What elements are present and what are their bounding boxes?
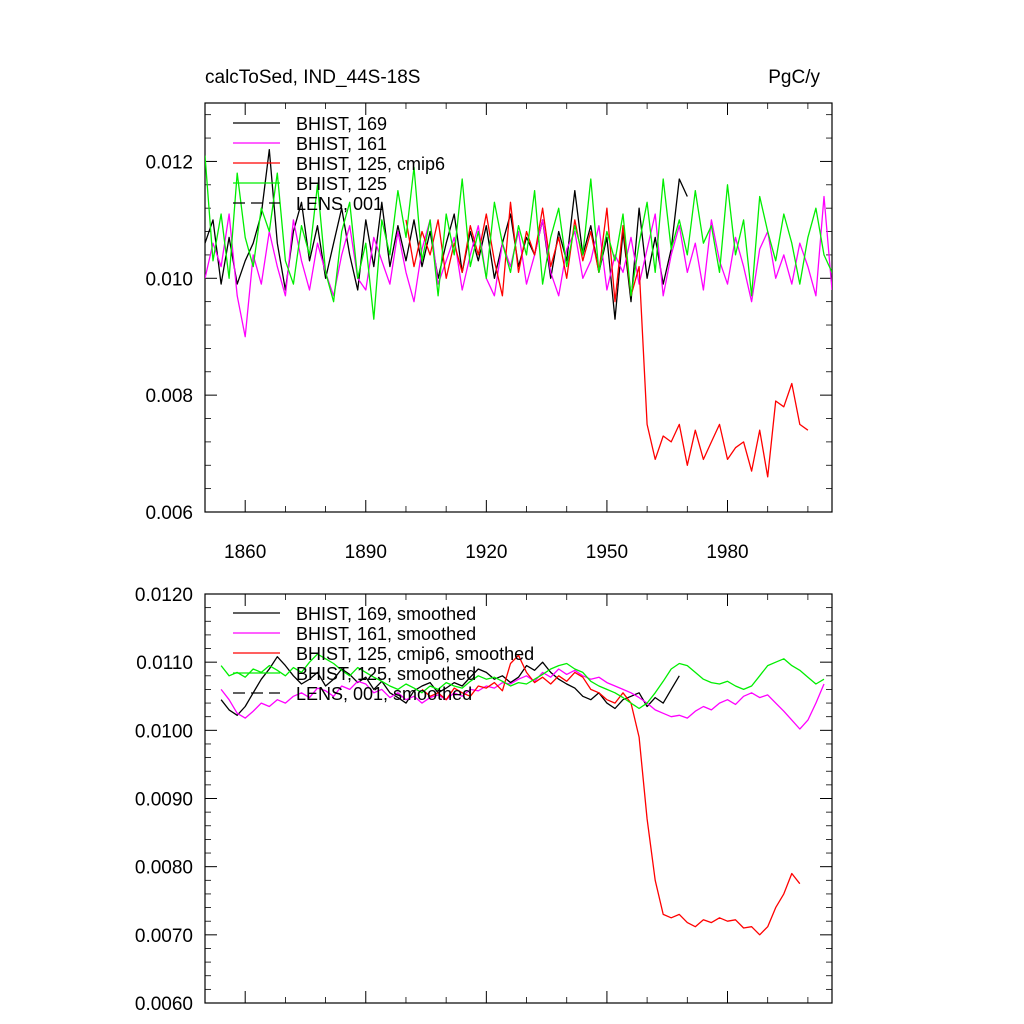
series-line bbox=[220, 668, 825, 730]
bottom-panel: 0.0060 0.0070 0.0080 0.0090 0.0100 0.0110 0.01… bbox=[135, 585, 833, 1015]
series-line bbox=[421, 654, 801, 936]
y-tick-label: 0.008 bbox=[145, 386, 193, 407]
y-tick-label: 0.0060 bbox=[135, 994, 193, 1015]
y-tick-label: 0.012 bbox=[145, 152, 193, 173]
y-tick-label: 0.0080 bbox=[135, 858, 193, 879]
series-line bbox=[220, 656, 680, 716]
legend-label: LENS, 001 bbox=[296, 194, 383, 214]
y-tick-label: 0.0100 bbox=[135, 721, 193, 742]
legend-label: BHIST, 169, smoothed bbox=[296, 604, 476, 624]
y-tick-label: 0.0090 bbox=[135, 790, 193, 811]
y-tick-label: 0.0070 bbox=[135, 926, 193, 947]
x-tick-label: 1950 bbox=[586, 542, 628, 563]
x-tick-label: 1920 bbox=[465, 542, 507, 563]
y-tick-label: 0.0120 bbox=[135, 585, 193, 606]
y-tick-label: 0.0110 bbox=[136, 653, 193, 674]
legend-label: BHIST, 125, smoothed bbox=[296, 664, 476, 684]
x-tick-label: 1860 bbox=[224, 542, 266, 563]
series-line bbox=[205, 195, 832, 338]
legend-label: BHIST, 125, cmip6 bbox=[296, 154, 445, 174]
x-tick-label: 1890 bbox=[345, 542, 387, 563]
legend-label: BHIST, 161 bbox=[296, 134, 387, 154]
series-line bbox=[220, 653, 825, 710]
x-tick-label: 1980 bbox=[706, 542, 748, 563]
legend-label: BHIST, 169 bbox=[296, 114, 387, 134]
y-tick-label: 0.010 bbox=[145, 269, 193, 290]
series-line bbox=[405, 201, 809, 478]
chart-title: calcToSed, IND_44S-18S bbox=[205, 67, 420, 88]
plot-frame bbox=[204, 102, 833, 513]
legend-label: BHIST, 125 bbox=[296, 174, 387, 194]
legend-label: BHIST, 161, smoothed bbox=[296, 624, 476, 644]
y-tick-label: 0.006 bbox=[145, 503, 193, 524]
legend-label: BHIST, 125, cmip6, smoothed bbox=[296, 644, 534, 664]
legend-label: LENS, 001, smoothed bbox=[296, 684, 472, 704]
chart-units: PgC/y bbox=[768, 67, 820, 88]
top-panel: calcToSed, IND_44S-18S PgC/y 0.006 0.008 0… bbox=[145, 67, 833, 563]
series-line bbox=[205, 155, 832, 320]
